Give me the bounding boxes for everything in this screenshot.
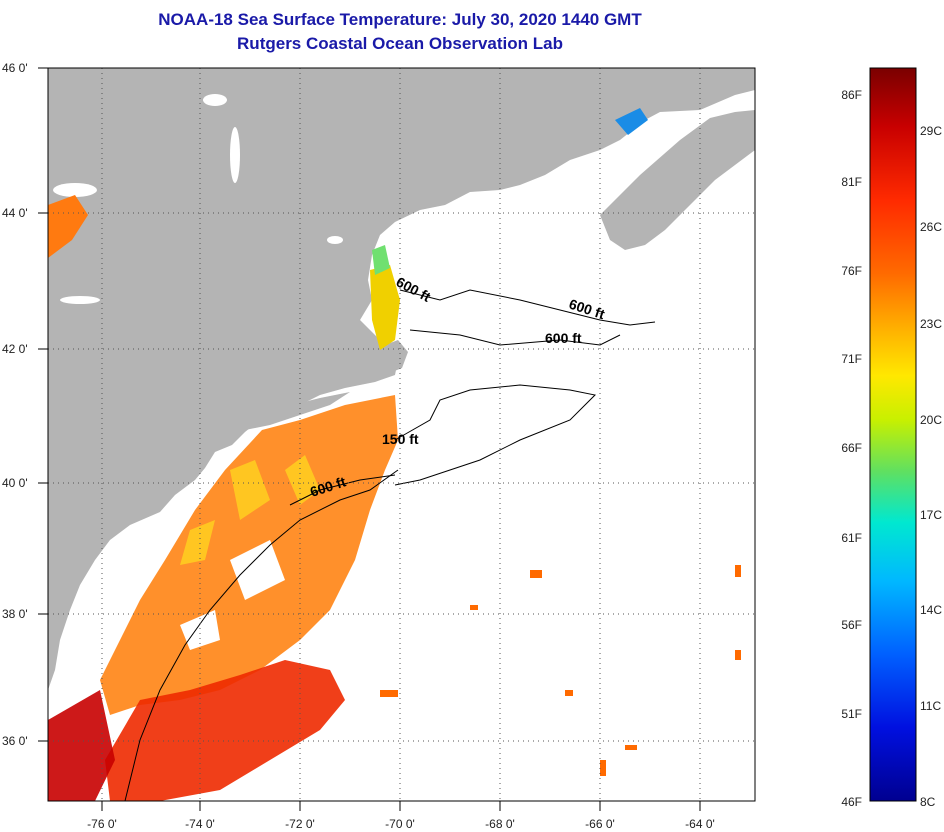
- colorbar-c-label: 26C: [920, 220, 942, 234]
- colorbar-c-label: 14C: [920, 603, 942, 617]
- land-mainland: [48, 68, 755, 690]
- colorbar-c-label: 11C: [920, 699, 941, 713]
- lake: [230, 127, 240, 183]
- lake: [327, 236, 343, 244]
- map-title: NOAA-18 Sea Surface Temperature: July 30…: [158, 10, 642, 29]
- sst-warm-core: [105, 660, 345, 801]
- lon-label: -76 0': [87, 817, 117, 831]
- bathymetry-contours: [124, 289, 656, 801]
- sst-cold-patch: [615, 108, 648, 135]
- colorbar: [869, 67, 917, 802]
- colorbar-f-label: 51F: [841, 707, 862, 721]
- colorbar-f-label: 71F: [841, 352, 862, 366]
- lat-label: 38 0': [2, 607, 28, 621]
- lon-label: -70 0': [385, 817, 415, 831]
- lake: [53, 183, 97, 197]
- lat-label: 42 0': [2, 342, 28, 356]
- lat-label: 46 0': [2, 61, 28, 75]
- colorbar-c-label: 23C: [920, 317, 942, 331]
- lat-label: 36 0': [2, 734, 28, 748]
- sst-gulf-maine-coast: [370, 265, 400, 350]
- colorbar-f-label: 61F: [841, 531, 862, 545]
- land-nova-scotia: [600, 110, 755, 250]
- lon-label: -66 0': [585, 817, 615, 831]
- land-cape-cod: [385, 340, 408, 372]
- colorbar-f-label: 76F: [841, 264, 862, 278]
- lon-label: -72 0': [285, 817, 315, 831]
- cloud-gap: [180, 540, 285, 650]
- lon-label: -68 0': [485, 817, 515, 831]
- lat-label: 44 0': [2, 206, 28, 220]
- colorbar-f-label: 81F: [841, 175, 862, 189]
- lake: [203, 94, 227, 106]
- colorbar-c-label: 20C: [920, 413, 942, 427]
- colorbar-f-label: 66F: [841, 441, 862, 455]
- contour-label: 600 ft: [545, 330, 582, 346]
- lon-label: -74 0': [185, 817, 215, 831]
- colorbar-f-label: 56F: [841, 618, 862, 632]
- sst-speckles: [380, 565, 741, 776]
- frame-ticks: [38, 67, 701, 811]
- colorbar-c-label: 29C: [920, 124, 942, 138]
- sst-gulf-maine-green: [372, 245, 390, 275]
- map-subtitle: Rutgers Coastal Ocean Observation Lab: [237, 34, 563, 53]
- map-frame: [47, 67, 756, 802]
- lat-label: 40 0': [2, 476, 28, 490]
- sst-deep-red: [48, 690, 115, 801]
- colorbar-f-label: 86F: [841, 88, 862, 102]
- lake: [60, 296, 100, 304]
- graticule: [48, 67, 755, 801]
- colorbar-c-label: 17C: [920, 508, 942, 522]
- land-long-island: [240, 392, 350, 430]
- colorbar-f-label: 46F: [841, 795, 862, 809]
- sst-patch-lake: [48, 195, 88, 258]
- colorbar-c-label: 8C: [920, 795, 936, 809]
- contour-label: 150 ft: [382, 431, 419, 447]
- lon-label: -64 0': [685, 817, 715, 831]
- sst-cool-streaks: [180, 455, 320, 565]
